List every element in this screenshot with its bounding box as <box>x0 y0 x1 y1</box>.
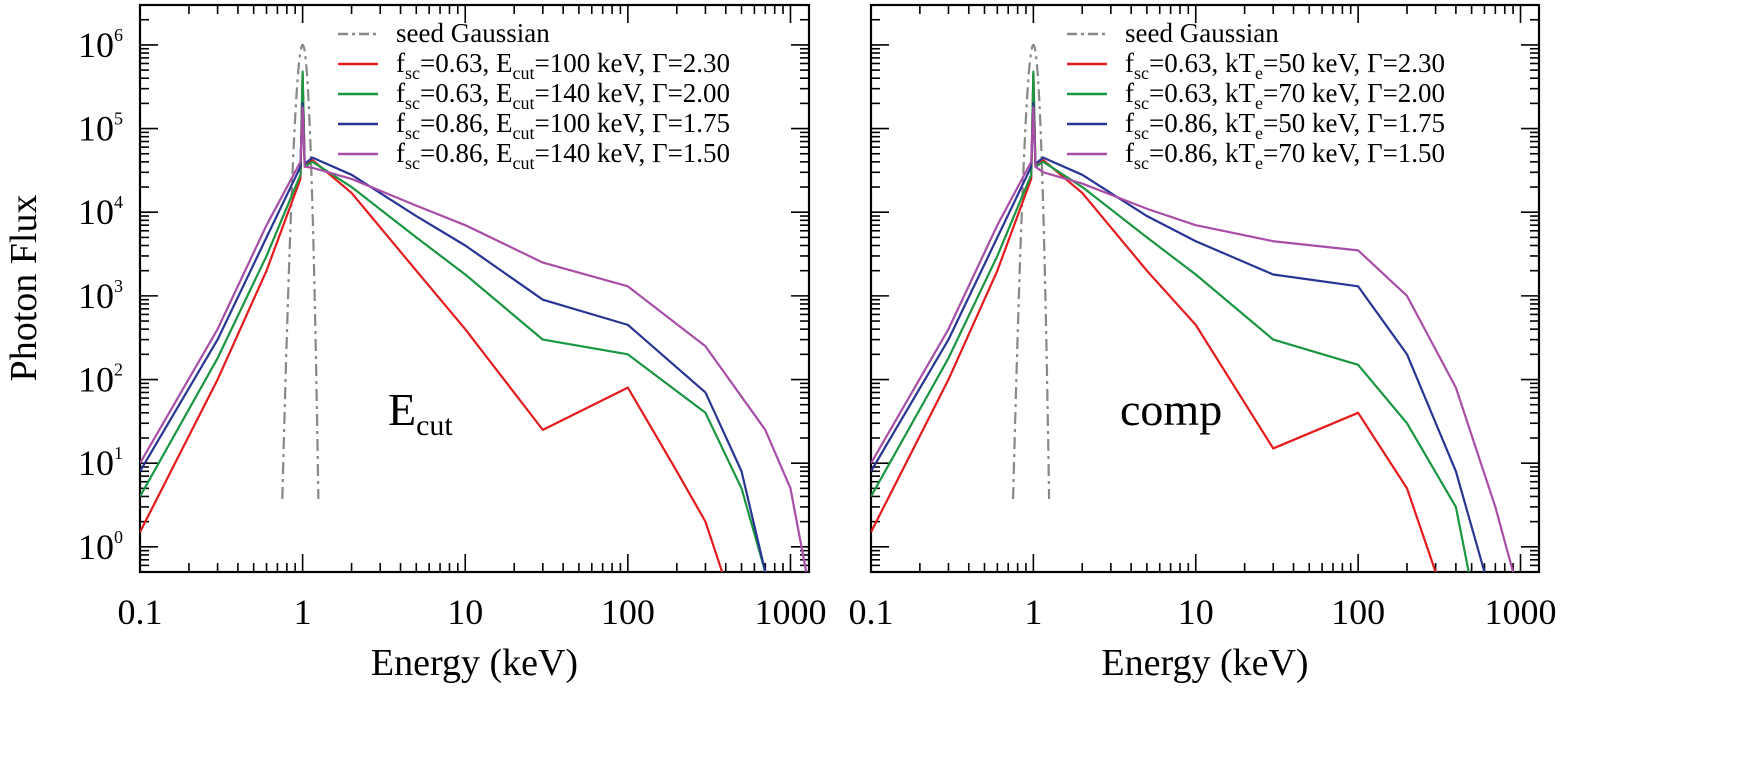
panel-label: comp <box>1120 384 1222 435</box>
plot-frame <box>138 3 811 574</box>
legend-label-4: fsc=0.86, Ecut=140 keV, Γ=1.50 <box>396 138 730 173</box>
legend-label-4: fsc=0.86, kTe=70 keV, Γ=1.50 <box>1125 138 1445 173</box>
legend-label-3: fsc=0.86, kTe=50 keV, Γ=1.75 <box>1125 108 1445 143</box>
series-line-1 <box>140 72 724 572</box>
series-line-4 <box>871 106 1515 572</box>
x-tick-label: 10 <box>1178 592 1214 632</box>
series-line-3 <box>140 102 767 572</box>
x-axis-title: Energy (keV) <box>1101 642 1308 684</box>
y-tick-label: 100 <box>78 527 123 567</box>
legend-label-seed: seed Gaussian <box>396 18 550 48</box>
seed-gaussian-line <box>281 43 320 500</box>
x-tick-label: 1000 <box>1484 592 1556 632</box>
y-tick-label: 101 <box>78 443 123 483</box>
plot-frame <box>869 3 1541 574</box>
x-tick-label: 1 <box>1024 592 1042 632</box>
y-axis-title: Photon Flux <box>3 195 45 382</box>
legend-label-seed: seed Gaussian <box>1125 18 1279 48</box>
x-tick-label: 0.1 <box>118 592 163 632</box>
panel-label: Ecut <box>388 384 453 442</box>
y-tick-label: 105 <box>78 109 123 149</box>
y-tick-label: 103 <box>78 276 123 316</box>
x-tick-label: 100 <box>601 592 655 632</box>
series-line-1 <box>871 72 1437 572</box>
y-tick-label: 102 <box>78 360 123 400</box>
x-tick-label: 0.1 <box>849 592 894 632</box>
x-tick-label: 1 <box>294 592 312 632</box>
series-line-3 <box>871 102 1486 572</box>
x-tick-label: 10 <box>447 592 483 632</box>
plot-data-layer <box>871 43 1515 572</box>
legend-label-1: fsc=0.63, Ecut=100 keV, Γ=2.30 <box>396 48 730 83</box>
x-tick-label: 1000 <box>754 592 826 632</box>
series-line-4 <box>140 106 808 572</box>
y-tick-label: 106 <box>78 25 123 65</box>
left-panel-ecut: 0.1 1 10 100 1000 100 101 102 103 104 105 106 Energy… <box>78 3 826 684</box>
legend-label-2: fsc=0.63, Ecut=140 keV, Γ=2.00 <box>396 78 730 113</box>
legend-label-2: fsc=0.63, kTe=70 keV, Γ=2.00 <box>1125 78 1445 113</box>
x-tick-label: 100 <box>1331 592 1385 632</box>
legend-label-3: fsc=0.86, Ecut=100 keV, Γ=1.75 <box>396 108 730 143</box>
y-tick-label: 104 <box>78 192 123 232</box>
plot-data-layer <box>140 43 808 572</box>
series-line-2 <box>871 70 1470 572</box>
x-axis-title: Energy (keV) <box>371 642 578 684</box>
series-line-2 <box>140 70 767 572</box>
seed-gaussian-line <box>1011 43 1051 500</box>
legend-label-1: fsc=0.63, kTe=50 keV, Γ=2.30 <box>1125 48 1445 83</box>
